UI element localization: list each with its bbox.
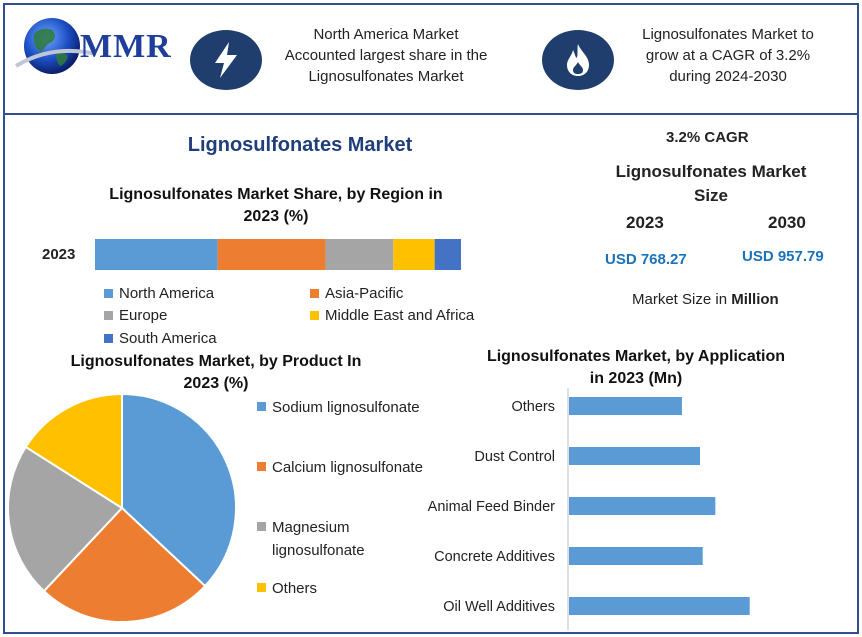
region-title-line-2: 2023 (%) (243, 208, 309, 225)
tick-label-dust-control: Dust Control (474, 449, 555, 465)
slice-magnesium-lignosulfonate (7, 445, 124, 593)
logo-text: MMR (80, 28, 172, 65)
legend-item-sodium-lignosulfonate: Sodium lignosulfonate (257, 396, 420, 419)
legend-label-line: lignosulfonate (272, 542, 365, 559)
legend-item-europe: Europe (104, 307, 167, 324)
legend-item-south-america: South America (104, 330, 217, 347)
lightning-badge (190, 30, 262, 90)
value-end: USD 957.79 (742, 248, 824, 265)
product-pie-chart (7, 392, 237, 623)
legend-label: South America (119, 330, 217, 347)
market-size-title: Lignosulfonates Market Size (598, 160, 824, 208)
legend-label: North America (119, 285, 215, 302)
legend-swatch (257, 583, 266, 592)
callout-right-line-3: during 2024-2030 (669, 68, 787, 85)
bar-concrete-additives (569, 547, 703, 565)
tick-label-animal-feed-binder: Animal Feed Binder (428, 499, 556, 515)
legend-label: Others (272, 577, 317, 600)
legend-item-calcium-lignosulfonate: Calcium lignosulfonate (257, 456, 423, 479)
tick-label-oil-well-additives: Oil Well Additives (443, 599, 555, 615)
unit-bold: Million (731, 291, 779, 308)
bar-oil-well-additives (569, 597, 750, 615)
mmr-logo (12, 14, 172, 84)
lightning-icon (215, 42, 237, 78)
region-stacked-bar-chart: 2023 (42, 239, 461, 270)
header-bar (5, 5, 857, 115)
application-bar-chart: Others Dust Control Animal Feed Binder Conc… (428, 388, 750, 630)
legend-label-line: Magnesium (272, 519, 350, 536)
unit-prefix: Market Size in (632, 291, 732, 308)
legend-label: Asia-Pacific (325, 285, 404, 302)
segment-middle-east-and-africa (393, 239, 435, 270)
category-label: 2023 (42, 246, 75, 263)
main-title: Lignosulfonates Market (187, 134, 413, 156)
bar-others (569, 397, 682, 415)
callout-right: Lignosulfonates Market to grow at a CAGR… (620, 24, 836, 87)
value-start: USD 768.27 (605, 251, 687, 268)
legend-label: Middle East and Africa (325, 307, 475, 324)
application-title-line-1: Lignosulfonates Market, by Application (486, 348, 786, 365)
callout-right-line-2: grow at a CAGR of 3.2% (645, 47, 811, 64)
market-size-title-line-1: Lignosulfonates Market (615, 162, 807, 181)
legend-item-others: Others (257, 577, 317, 600)
callout-right-line-1: Lignosulfonates Market to (642, 26, 814, 43)
callout-left-line-3: Lignosulfonates Market (308, 68, 464, 85)
callout-left-line-2: Accounted largest share in the (284, 47, 488, 64)
legend-label: Sodium lignosulfonate (272, 396, 420, 419)
tick-label-others: Others (511, 399, 555, 415)
legend-label: Europe (119, 307, 168, 324)
callout-left-line-1: North America Market (313, 26, 459, 43)
legend-swatch (104, 334, 113, 343)
application-chart-title: Lignosulfonates Market, by Application i… (462, 346, 810, 390)
legend-label: Magnesium lignosulfonate (272, 516, 365, 562)
segment-south-america (434, 239, 461, 270)
tick-label-concrete-additives: Concrete Additives (434, 549, 555, 565)
legend-label: Calcium lignosulfonate (272, 456, 423, 479)
region-title-line-1: Lignosulfonates Market Share, by Region … (109, 186, 443, 203)
segment-europe (325, 239, 394, 270)
bar-dust-control (569, 447, 700, 465)
legend-swatch (104, 289, 113, 298)
slice-others (24, 392, 123, 510)
slice-calcium-lignosulfonate (42, 506, 207, 623)
market-size-title-line-2: Size (693, 186, 729, 205)
year-start: 2023 (626, 213, 664, 232)
legend-swatch (310, 289, 319, 298)
legend-swatch (104, 311, 113, 320)
legend-label-line: Sodium lignosulfonate (272, 399, 420, 416)
legend-label-line: Calcium lignosulfonate (272, 459, 423, 476)
product-title-line-2: 2023 (%) (183, 375, 249, 392)
legend-item-middle-east-and-africa: Middle East and Africa (310, 307, 474, 324)
globe-icon (14, 18, 97, 74)
product-chart-title: Lignosulfonates Market, by Product In 20… (50, 351, 382, 395)
legend-item-north-america: North America (104, 285, 214, 302)
callout-left: North America Market Accounted largest s… (268, 24, 504, 87)
legend-swatch (257, 462, 266, 471)
legend-label-line: Others (272, 580, 318, 597)
cagr-label: 3.2% CAGR (666, 129, 749, 146)
slice-sodium-lignosulfonate (121, 392, 237, 588)
legend-item-magnesium-lignosulfonate: Magnesium lignosulfonate (257, 516, 365, 562)
segment-north-america (95, 239, 218, 270)
segment-asia-pacific (217, 239, 326, 270)
legend-swatch (257, 522, 266, 531)
product-title-line-1: Lignosulfonates Market, by Product In (70, 353, 362, 370)
legend-swatch (257, 402, 266, 411)
flame-badge (542, 30, 614, 90)
region-chart-title: Lignosulfonates Market Share, by Region … (80, 184, 472, 228)
bar-animal-feed-binder (569, 497, 716, 515)
year-end: 2030 (768, 213, 806, 232)
legend-swatch (310, 311, 319, 320)
outer-frame (3, 3, 859, 634)
application-title-line-2: in 2023 (Mn) (589, 370, 683, 387)
flame-icon (567, 44, 589, 76)
legend-item-asia-pacific: Asia-Pacific (310, 285, 403, 302)
market-size-unit: Market Size in Million (632, 291, 779, 308)
